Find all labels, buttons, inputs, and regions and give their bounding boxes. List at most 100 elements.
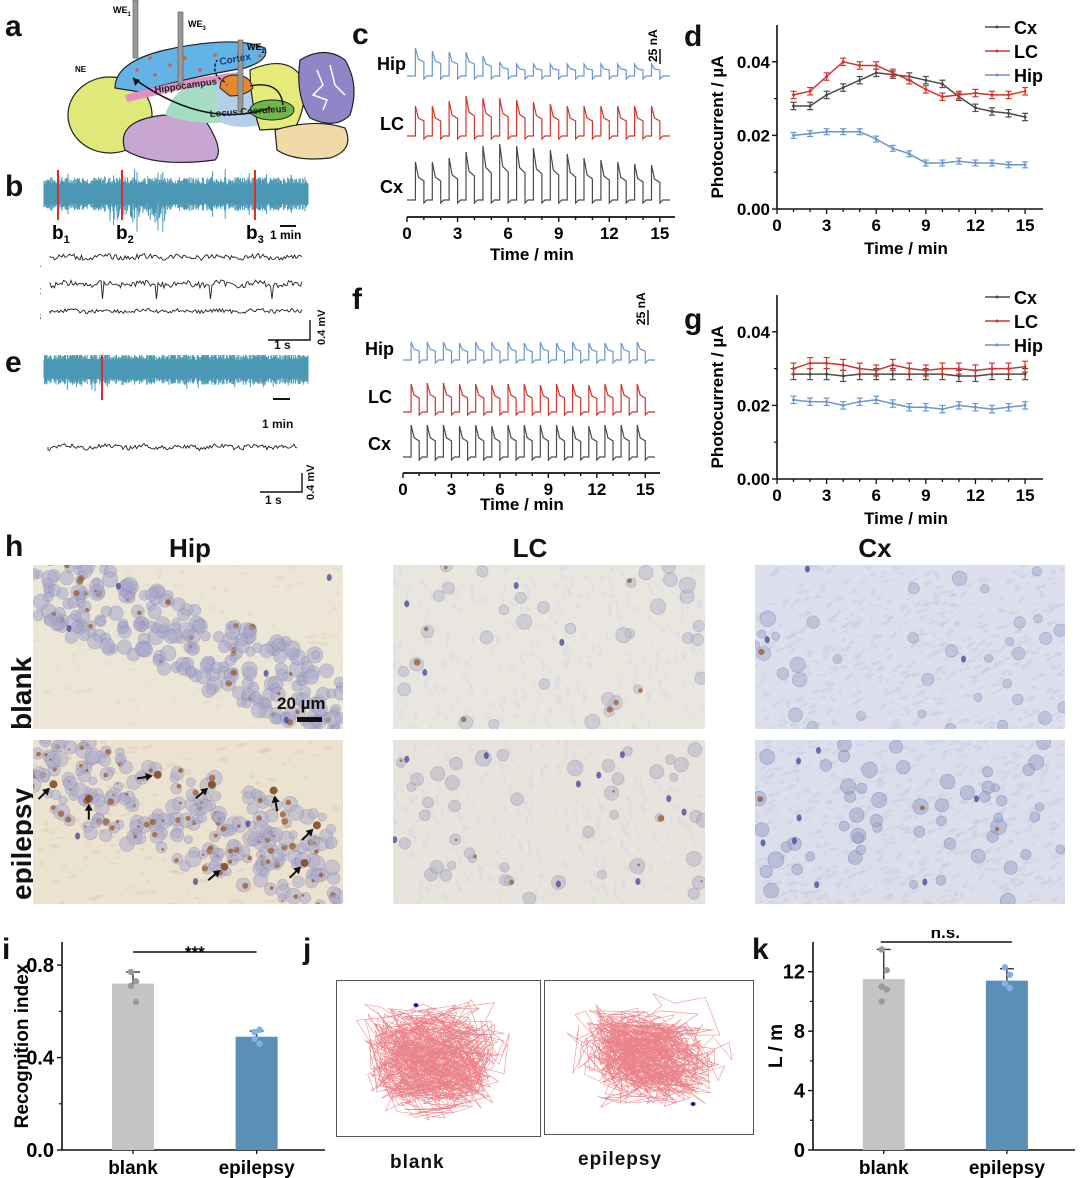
cell-nucleus <box>861 761 878 778</box>
scale-bar-b <box>268 320 311 341</box>
y-tick-label: 8 <box>794 1021 805 1043</box>
dark-nucleus <box>796 814 802 822</box>
cell-nucleus <box>210 791 222 802</box>
track-label-blank: blank <box>390 1152 445 1173</box>
cell-nucleus <box>88 776 98 786</box>
dark-nucleus <box>922 878 928 886</box>
y-axis-label: Photocurrent / µA <box>708 56 727 199</box>
data-point-hip <box>874 137 878 141</box>
dark-nucleus <box>681 808 687 816</box>
data-point <box>132 998 140 1006</box>
stain-dot <box>606 706 613 713</box>
stain-dot <box>260 854 263 858</box>
stain-dot <box>33 783 35 790</box>
cell-nucleus <box>999 892 1016 904</box>
cell-nucleus <box>691 633 704 646</box>
trace-label-b1: b1 <box>40 248 41 270</box>
data-point-cx <box>841 374 845 378</box>
cell-nucleus <box>241 661 258 678</box>
cell-nucleus <box>837 750 851 763</box>
dark-nucleus <box>404 755 410 763</box>
stain-dot <box>265 859 271 865</box>
histology-cx-blank <box>755 565 1065 729</box>
data-point <box>883 967 890 974</box>
cell-nucleus <box>1022 763 1035 776</box>
data-point-lc <box>990 367 994 371</box>
cell-nucleus <box>251 702 267 719</box>
data-point-lc <box>874 368 878 372</box>
cell-nucleus <box>601 691 616 706</box>
x-tick-label: 15 <box>1016 486 1035 505</box>
stain-dot <box>423 626 429 632</box>
data-point <box>1006 984 1014 992</box>
x-tick-label: 12 <box>966 486 985 505</box>
stain-dot <box>176 783 182 789</box>
stain-dot <box>316 902 320 904</box>
dark-nucleus <box>75 832 81 840</box>
cell-nucleus <box>39 740 52 745</box>
cell-nucleus <box>767 851 785 869</box>
cell-nucleus <box>133 616 150 633</box>
cell-nucleus <box>184 850 202 868</box>
eeg-trace-long <box>43 169 309 232</box>
stain-dot <box>67 748 71 751</box>
stain-dot <box>208 774 216 782</box>
cell-nucleus <box>277 894 287 903</box>
cell-nucleus <box>991 783 1001 793</box>
cell-nucleus <box>124 592 136 604</box>
trace-b2 <box>49 279 303 300</box>
cell-nucleus <box>254 819 269 835</box>
stained-cell <box>207 780 216 789</box>
stain-dot <box>105 748 111 755</box>
legend-label-lc: LC <box>1014 312 1038 332</box>
trace-label-b2: b2 <box>40 275 41 297</box>
data-point-cx <box>973 106 977 110</box>
dark-nucleus <box>764 636 770 644</box>
dark-nucleus <box>575 780 581 788</box>
region-cerebellum <box>298 51 355 124</box>
region-corpus <box>125 72 243 102</box>
cell-nucleus <box>1029 811 1041 823</box>
y-tick-label: 0.0 <box>26 1140 54 1162</box>
stain-dot <box>757 796 764 803</box>
data-point-cx <box>940 82 944 86</box>
data-point-hip <box>792 133 796 137</box>
cell-nucleus <box>170 766 185 780</box>
data-point-hip <box>957 159 961 163</box>
dark-nucleus <box>760 839 766 847</box>
data-point-lc <box>858 63 862 67</box>
data-point <box>878 983 885 990</box>
cell-nucleus <box>311 650 321 660</box>
y-tick-label: 0.00 <box>737 470 770 489</box>
data-point-lc <box>924 368 928 372</box>
cell-nucleus <box>889 740 903 754</box>
data-point-hip <box>924 161 928 165</box>
trace-cx <box>403 424 655 462</box>
stained-cell <box>312 821 321 830</box>
cell-nucleus <box>537 601 550 614</box>
cell-nucleus <box>311 868 326 883</box>
cell-nucleus <box>250 691 262 703</box>
data-point <box>251 1035 258 1043</box>
scale-bar-e <box>260 473 303 493</box>
cell-nucleus <box>439 868 453 882</box>
stained-cell <box>153 770 162 779</box>
region-cortex <box>114 41 267 93</box>
cell-nucleus <box>945 722 957 729</box>
arrow-annotation <box>84 794 93 820</box>
cell-nucleus <box>183 835 193 844</box>
legend-marker <box>995 25 999 29</box>
dark-nucleus <box>814 881 820 889</box>
stain-dot <box>612 789 615 793</box>
cell-nucleus <box>271 848 284 862</box>
cell-nucleus <box>171 618 181 627</box>
stain-dot <box>116 782 119 785</box>
cell-nucleus <box>160 645 177 662</box>
cell-nucleus <box>259 868 270 878</box>
cell-nucleus <box>936 815 947 827</box>
cell-nucleus <box>211 855 223 867</box>
cell-nucleus <box>496 748 510 762</box>
cell-nucleus <box>604 785 620 801</box>
cell-nucleus <box>325 823 336 835</box>
data-point <box>251 1028 258 1036</box>
